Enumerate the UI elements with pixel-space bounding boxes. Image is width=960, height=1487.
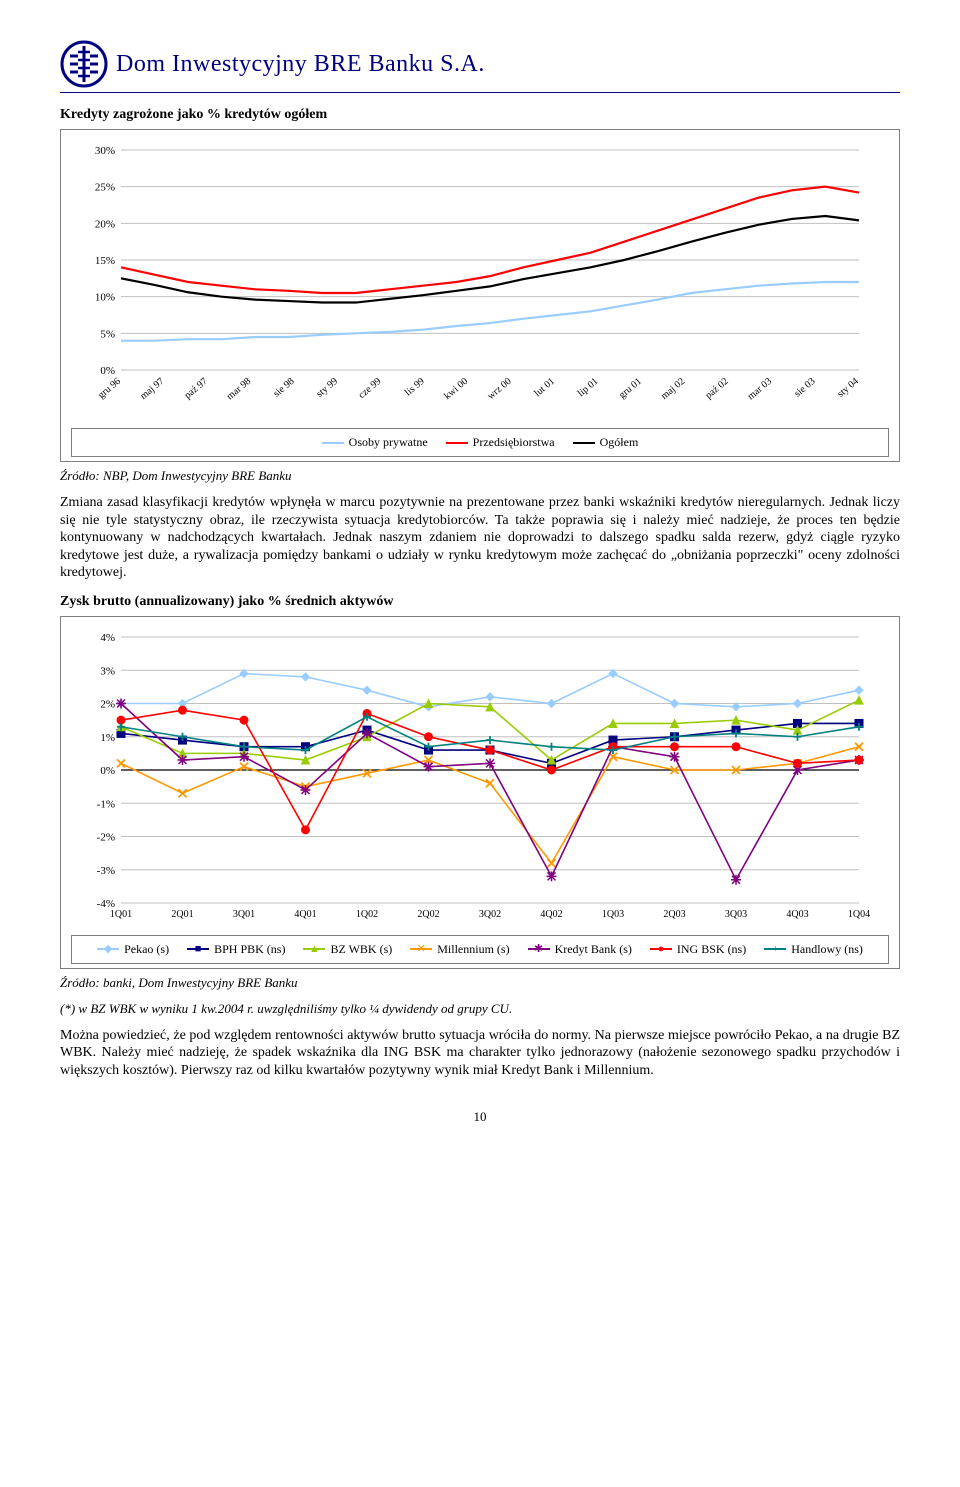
paragraph-2: Można powiedzieć, że pod względem rentow… xyxy=(60,1027,900,1080)
chart2-title: Zysk brutto (annualizowany) jako % średn… xyxy=(60,594,900,610)
chart1-plot: 0% 5% 10% 15% 20% 25% 30% gru 96 maj 97 paź 97 mar… xyxy=(71,140,889,420)
svg-text:1Q01: 1Q01 xyxy=(110,909,132,920)
svg-text:-2%: -2% xyxy=(97,831,115,843)
legend-item: ✕ Millennium (s) xyxy=(410,942,509,957)
svg-text:0%: 0% xyxy=(100,365,115,377)
svg-text:4%: 4% xyxy=(100,632,115,644)
svg-text:2Q03: 2Q03 xyxy=(663,909,685,920)
svg-text:1%: 1% xyxy=(100,731,115,743)
svg-text:paź 97: paź 97 xyxy=(182,376,209,401)
legend-item: Ogółem xyxy=(573,435,639,450)
legend-swatch: ✱ xyxy=(528,948,550,950)
svg-text:wrz 00: wrz 00 xyxy=(485,376,513,402)
svg-text:2Q02: 2Q02 xyxy=(417,909,439,920)
svg-text:mar 03: mar 03 xyxy=(746,376,775,402)
svg-text:1Q04: 1Q04 xyxy=(848,909,870,920)
svg-text:-3%: -3% xyxy=(97,864,115,876)
svg-text:sty 99: sty 99 xyxy=(314,376,340,400)
svg-text:3Q03: 3Q03 xyxy=(725,909,747,920)
svg-text:sty 04: sty 04 xyxy=(835,376,861,400)
svg-text:gru 96: gru 96 xyxy=(96,376,123,401)
legend-item: ■ BPH PBK (ns) xyxy=(187,942,285,957)
chart1-legend: Osoby prywatne Przedsiębiorstwa Ogółem xyxy=(71,428,889,457)
svg-text:sie 03: sie 03 xyxy=(792,376,817,400)
svg-text:lip 01: lip 01 xyxy=(576,376,601,399)
legend-label: Przedsiębiorstwa xyxy=(473,435,555,450)
company-title: Dom Inwestycyjny BRE Banku S.A. xyxy=(116,51,485,78)
svg-text:10%: 10% xyxy=(95,292,115,304)
chart2-svg: -4%-3%-2%-1%0%1%2%3%4%1Q012Q013Q014Q011Q… xyxy=(71,627,871,927)
legend-swatch: ▲ xyxy=(303,948,325,950)
legend-swatch xyxy=(446,442,468,444)
legend-item: + Handlowy (ns) xyxy=(764,942,863,957)
legend-item: ● ING BSK (ns) xyxy=(650,942,746,957)
legend-swatch: ● xyxy=(650,948,672,950)
legend-swatch xyxy=(573,442,595,444)
svg-text:2Q01: 2Q01 xyxy=(171,909,193,920)
legend-label: ING BSK (ns) xyxy=(677,942,746,957)
chart2-source: Źródło: banki, Dom Inwestycyjny BRE Bank… xyxy=(60,975,900,991)
legend-label: Osoby prywatne xyxy=(349,435,428,450)
legend-label: Handlowy (ns) xyxy=(791,942,863,957)
svg-text:gru 01: gru 01 xyxy=(617,376,644,401)
svg-text:5%: 5% xyxy=(100,328,115,340)
chart2-footnote: (*) w BZ WBK w wyniku 1 kw.2004 r. uwzgl… xyxy=(60,1001,900,1017)
svg-text:20%: 20% xyxy=(95,218,115,230)
svg-text:maj 97: maj 97 xyxy=(138,376,166,402)
svg-text:3Q02: 3Q02 xyxy=(479,909,501,920)
chart1-svg: 0% 5% 10% 15% 20% 25% 30% gru 96 maj 97 paź 97 mar… xyxy=(71,140,871,420)
chart2-plot: -4%-3%-2%-1%0%1%2%3%4%1Q012Q013Q014Q011Q… xyxy=(71,627,889,927)
legend-label: Ogółem xyxy=(600,435,639,450)
chart1-title: Kredyty zagrożone jako % kredytów ogółem xyxy=(60,107,900,123)
svg-text:lis 99: lis 99 xyxy=(403,376,427,399)
chart1-container: 0% 5% 10% 15% 20% 25% 30% gru 96 maj 97 paź 97 mar… xyxy=(60,129,900,462)
legend-item: Przedsiębiorstwa xyxy=(446,435,555,450)
svg-text:mar 98: mar 98 xyxy=(225,376,254,402)
svg-text:3Q01: 3Q01 xyxy=(233,909,255,920)
legend-swatch: ■ xyxy=(187,948,209,950)
legend-label: Pekao (s) xyxy=(124,942,169,957)
legend-item: ✱ Kredyt Bank (s) xyxy=(528,942,632,957)
svg-text:1Q02: 1Q02 xyxy=(356,909,378,920)
chart2-legend: ◆ Pekao (s) ■ BPH PBK (ns) ▲ BZ WBK (s) ✕ Mille… xyxy=(71,935,889,964)
svg-text:4Q03: 4Q03 xyxy=(786,909,808,920)
legend-label: Millennium (s) xyxy=(437,942,509,957)
legend-label: BZ WBK (s) xyxy=(330,942,392,957)
svg-text:4Q01: 4Q01 xyxy=(294,909,316,920)
svg-text:maj 02: maj 02 xyxy=(659,376,687,402)
page-number: 10 xyxy=(60,1109,900,1125)
svg-text:cze 99: cze 99 xyxy=(357,376,384,401)
legend-swatch: + xyxy=(764,948,786,950)
svg-text:3%: 3% xyxy=(100,665,115,677)
legend-item: ▲ BZ WBK (s) xyxy=(303,942,392,957)
svg-text:kwi 00: kwi 00 xyxy=(442,376,470,402)
legend-swatch: ◆ xyxy=(97,948,119,950)
svg-text:-1%: -1% xyxy=(97,798,115,810)
svg-text:25%: 25% xyxy=(95,182,115,194)
svg-text:paź 02: paź 02 xyxy=(703,376,730,401)
svg-text:1Q03: 1Q03 xyxy=(602,909,624,920)
legend-swatch: ✕ xyxy=(410,948,432,950)
page-header: Dom Inwestycyjny BRE Banku S.A. xyxy=(60,40,900,93)
legend-label: Kredyt Bank (s) xyxy=(555,942,632,957)
legend-swatch xyxy=(322,442,344,444)
svg-text:lut 01: lut 01 xyxy=(532,376,557,399)
svg-text:4Q02: 4Q02 xyxy=(540,909,562,920)
legend-item: ◆ Pekao (s) xyxy=(97,942,169,957)
svg-text:30%: 30% xyxy=(95,145,115,157)
chart1-source: Źródło: NBP, Dom Inwestycyjny BRE Banku xyxy=(60,468,900,484)
svg-text:15%: 15% xyxy=(95,255,115,267)
svg-text:0%: 0% xyxy=(100,765,115,777)
svg-text:2%: 2% xyxy=(100,698,115,710)
bre-logo-icon xyxy=(60,40,108,88)
legend-label: BPH PBK (ns) xyxy=(214,942,285,957)
legend-item: Osoby prywatne xyxy=(322,435,428,450)
chart2-container: -4%-3%-2%-1%0%1%2%3%4%1Q012Q013Q014Q011Q… xyxy=(60,616,900,969)
svg-text:sie 98: sie 98 xyxy=(271,376,296,400)
paragraph-1: Zmiana zasad klasyfikacji kredytów wpłyn… xyxy=(60,494,900,582)
